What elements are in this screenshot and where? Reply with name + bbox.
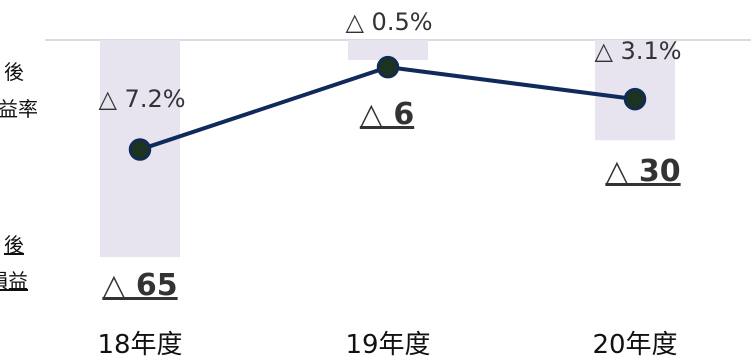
- legend-ratio-line1: 後: [4, 60, 24, 84]
- ratio-label-20年度: △ 3.1%: [594, 37, 681, 65]
- amount-label-19年度: △ 6: [360, 97, 414, 132]
- ratio-label-19年度: △ 0.5%: [345, 8, 432, 36]
- bar-19年度: [348, 40, 428, 61]
- ratio-label-18年度: △ 7.2%: [98, 85, 185, 113]
- legend-ratio-line2: 益率: [0, 97, 38, 121]
- x-tick-19年度: 19年度: [345, 330, 430, 360]
- x-tick-18年度: 18年度: [97, 330, 182, 360]
- ratio-marker-19年度: [376, 55, 400, 79]
- ratio-marker-18年度: [128, 138, 152, 161]
- x-tick-20年度: 20年度: [592, 330, 677, 360]
- legend-amount-line2: 損益: [0, 269, 28, 293]
- amount-label-18年度: △ 65: [102, 268, 177, 303]
- ratio-marker-20年度: [623, 87, 647, 111]
- amount-label-20年度: △ 30: [605, 154, 680, 189]
- legend-amount-line1: 後: [4, 233, 24, 257]
